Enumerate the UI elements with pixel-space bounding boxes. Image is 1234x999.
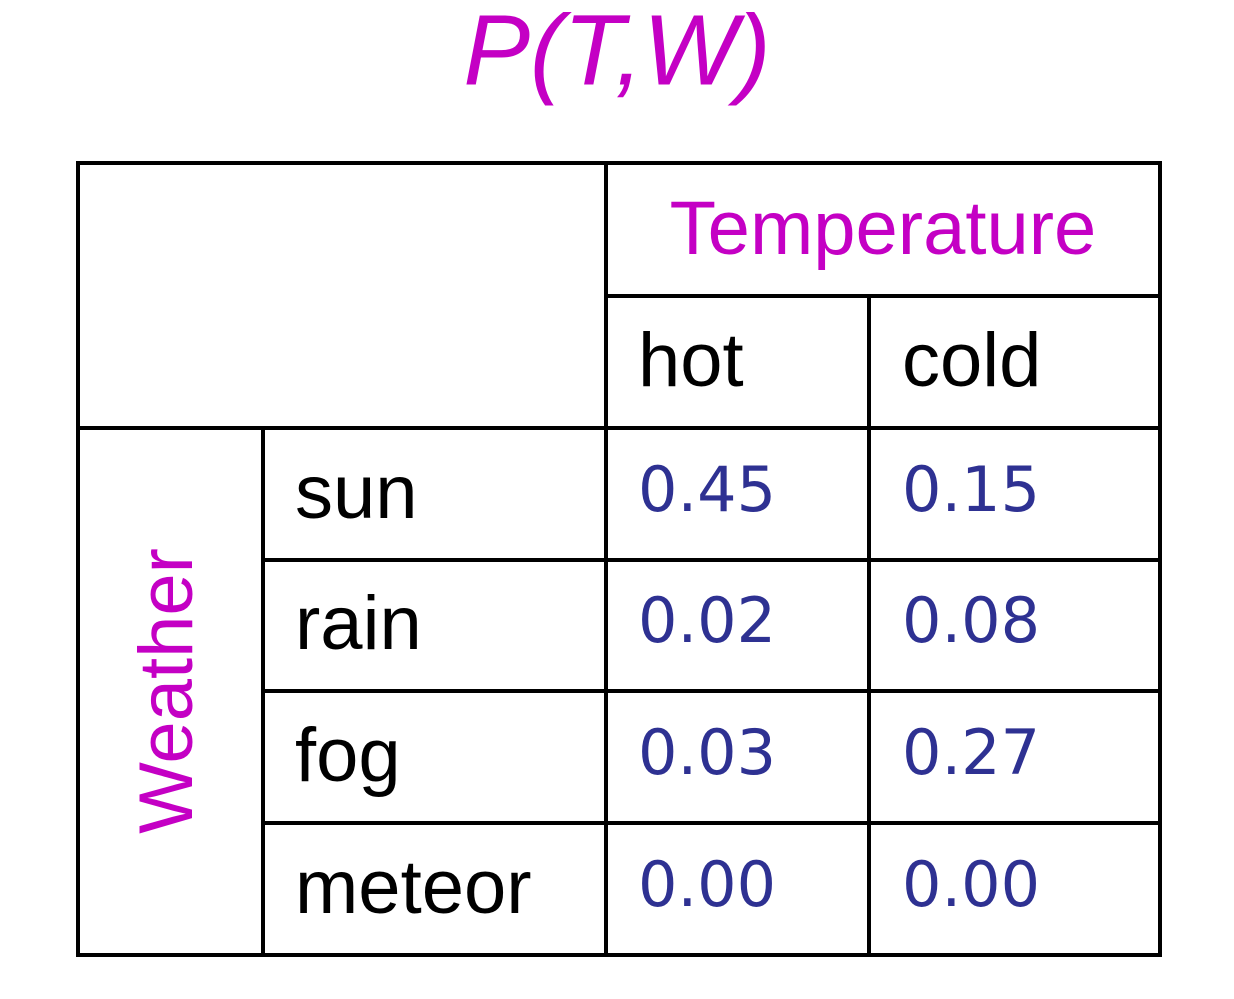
column-header: hot [638,318,744,403]
cell-value: 0.27 [902,716,1040,789]
row-group: Weather [124,548,209,834]
row-label: rain [295,581,422,666]
row-label: sun [295,450,418,535]
row-label: fog [295,713,401,798]
title: P(T,W) [463,0,770,106]
cell-value: 0.03 [638,716,776,789]
cell-value: 0.00 [638,848,776,921]
cell-value: 0.08 [902,584,1040,657]
cell-value: 0.02 [638,584,776,657]
cell-value: 0.15 [902,453,1040,526]
table-grid [76,161,1162,957]
column-group: Temperature [670,186,1097,271]
row-label: meteor [295,845,532,930]
column-header: cold [902,318,1041,403]
cell-value: 0.00 [902,848,1040,921]
cell-value: 0.45 [638,453,776,526]
